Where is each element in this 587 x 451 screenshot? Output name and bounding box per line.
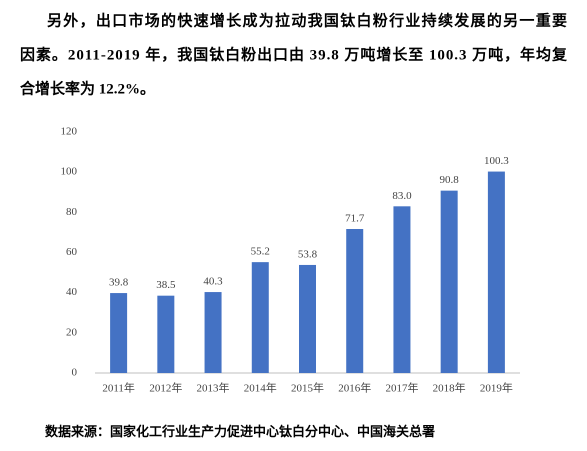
source-note: 数据来源：国家化工行业生产力促进中心钛白分中心、中国海关总署 [45, 424, 435, 439]
bar [346, 229, 364, 373]
value-label: 83.0 [392, 190, 412, 202]
y-tick-label: 0 [72, 367, 78, 379]
bar [299, 264, 316, 373]
y-tick-label: 120 [61, 126, 78, 138]
value-label: 38.5 [156, 279, 176, 291]
x-tick-label: 2019年 [480, 381, 513, 395]
x-tick-label: 2017年 [385, 381, 418, 395]
paragraph-line: 因素。2011-2019 年，我国钛白粉出口由 39.8 万吨增长至 100.3… [20, 45, 568, 63]
x-tick-label: 2014年 [244, 381, 277, 395]
value-label: 71.7 [345, 213, 365, 225]
x-tick-label: 2018年 [433, 381, 466, 395]
x-tick-label: 2012年 [149, 381, 182, 395]
y-tick-label: 60 [66, 246, 78, 258]
value-label: 39.8 [109, 277, 129, 289]
value-label: 40.3 [203, 276, 223, 288]
x-tick-label: 2011年 [102, 381, 135, 395]
bar [110, 293, 128, 373]
bar [204, 292, 222, 373]
value-label: 90.8 [440, 174, 460, 186]
paragraph-line: 合增长率为 12.2%。 [19, 79, 155, 97]
y-tick-label: 20 [66, 326, 78, 338]
paragraph-line: 另外，出口市场的快速增长成为拉动我国钛白粉行业持续发展的另一重要 [47, 11, 567, 29]
x-tick-label: 2013年 [197, 381, 230, 395]
bar [487, 171, 505, 373]
y-tick-label: 100 [61, 166, 78, 178]
bar [440, 190, 458, 373]
x-tick-label: 2015年 [291, 381, 324, 395]
bar [157, 295, 175, 373]
value-label: 100.3 [484, 155, 509, 167]
bar [393, 206, 411, 373]
value-label: 53.8 [298, 248, 318, 260]
value-label: 55.2 [251, 246, 270, 258]
bar [251, 262, 269, 373]
y-tick-label: 40 [66, 286, 78, 298]
x-tick-label: 2016年 [338, 381, 371, 395]
y-tick-label: 80 [66, 206, 78, 218]
